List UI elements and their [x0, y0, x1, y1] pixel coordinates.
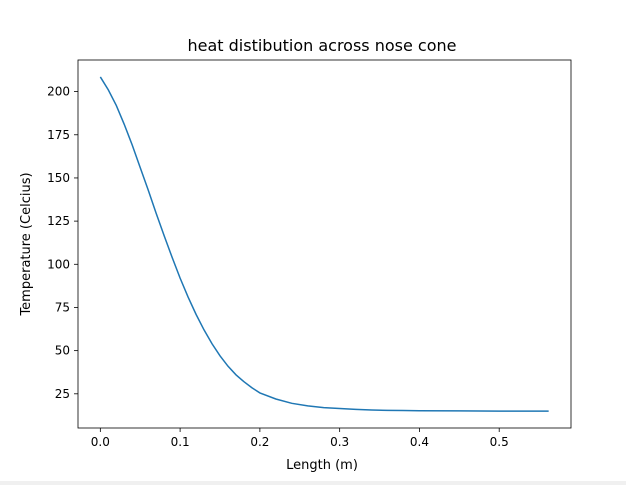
y-tick-label: 75 — [55, 300, 70, 314]
plot-area — [77, 59, 572, 429]
x-tick-label: 0.1 — [171, 435, 190, 449]
x-tick-label: 0.2 — [250, 435, 269, 449]
x-tick-label: 0.5 — [490, 435, 509, 449]
x-tick-label: 0.4 — [410, 435, 429, 449]
x-tick-label: 0.0 — [91, 435, 110, 449]
y-tick-label: 150 — [47, 171, 70, 185]
x-tick-label: 0.3 — [330, 435, 349, 449]
y-tick-label: 125 — [47, 214, 70, 228]
plot-frame — [77, 59, 572, 429]
y-axis: 25 50 75 100 125 150 175 200 — [47, 85, 78, 401]
bottom-strip — [0, 481, 626, 485]
y-axis-label: Temperature (Celcius) — [19, 172, 34, 316]
y-tick-label: 50 — [55, 344, 70, 358]
chart-title: heat distibution across nose cone — [188, 36, 457, 55]
x-axis: 0.0 0.1 0.2 0.3 0.4 0.5 — [91, 428, 509, 449]
series-line — [99, 76, 549, 412]
y-tick-label: 200 — [47, 85, 70, 99]
x-axis-label: Length (m) — [286, 458, 358, 473]
y-tick-label: 175 — [47, 128, 70, 142]
y-tick-label: 25 — [55, 387, 70, 401]
y-tick-label: 100 — [47, 257, 70, 271]
